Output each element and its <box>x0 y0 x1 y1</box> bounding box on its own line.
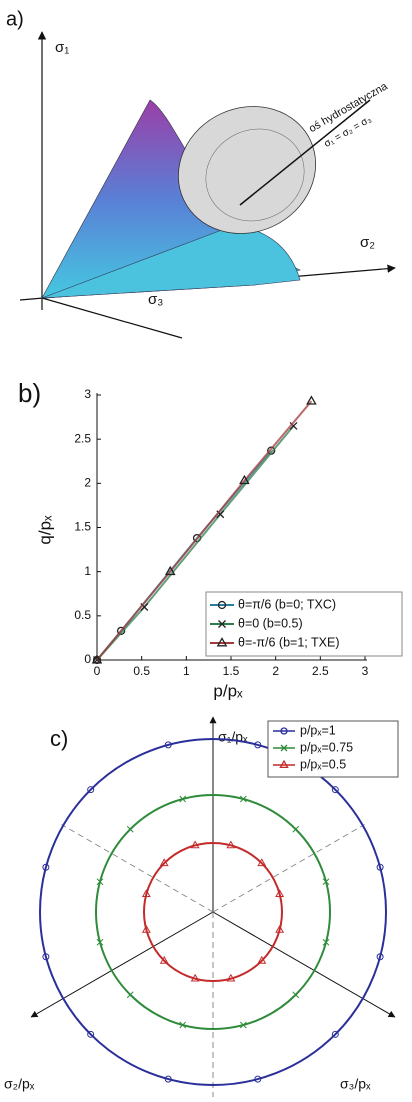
marker <box>87 786 95 794</box>
marker <box>141 889 151 898</box>
marker <box>164 741 172 749</box>
marker <box>164 1075 172 1083</box>
x-tick-label: 1 <box>183 664 190 678</box>
marker <box>376 863 384 871</box>
marker <box>239 474 250 485</box>
marker <box>289 421 298 430</box>
y-tick-label: 1.5 <box>74 520 91 534</box>
marker <box>331 786 339 794</box>
y-axis-label: q/pₓ <box>35 515 54 545</box>
y-tick-label: 1 <box>84 564 91 578</box>
marker <box>306 395 317 405</box>
y-tick-label: 2 <box>84 476 91 490</box>
panel-b: b) p/pₓ q/pₓ 0 0.5 1 1.5 2 2.5 3 0 0.5 1 1.5 2 2.5 3 θ… <box>18 378 403 700</box>
marker <box>96 878 104 886</box>
marker <box>216 637 228 647</box>
x-tick-label: 0.5 <box>133 664 150 678</box>
marker <box>217 600 227 610</box>
panel-label: b) <box>18 378 41 408</box>
marker <box>96 938 104 946</box>
axis-label: σ₁ <box>55 39 69 56</box>
polar-curve <box>95 794 331 1030</box>
marker <box>322 938 330 946</box>
marker <box>279 759 289 769</box>
axis-label: σ₃ <box>148 291 163 308</box>
marker <box>91 654 103 664</box>
x-tick-label: 0 <box>94 664 101 678</box>
x-tick-label: 2.5 <box>312 664 329 678</box>
series-line <box>96 400 313 661</box>
marker <box>239 795 247 803</box>
marker <box>292 991 300 999</box>
panel-label: c) <box>50 726 68 751</box>
legend-label: p/pₓ=0.75 <box>300 740 353 754</box>
mesh <box>205 128 305 222</box>
axis-label: σ₃/pₓ <box>340 1076 371 1092</box>
marker <box>275 889 285 898</box>
y-tick-label: 0 <box>84 652 91 666</box>
y-tick-label: 3 <box>84 387 91 401</box>
hydrostatic-axis <box>239 99 371 206</box>
series-line <box>96 425 295 661</box>
legend-label: p/pₓ=1 <box>300 723 336 737</box>
x-tick-label: 2 <box>272 664 279 678</box>
legend-label: p/pₓ=0.5 <box>300 757 346 771</box>
marker <box>87 1030 95 1038</box>
x-tick-label: 3 <box>362 664 369 678</box>
marker <box>292 825 300 833</box>
axis-label: σ₂/pₓ <box>4 1076 35 1092</box>
polar-curve <box>39 738 387 1086</box>
guide-line <box>61 824 214 913</box>
marker <box>141 924 151 933</box>
marker <box>126 991 134 999</box>
marker <box>226 840 236 849</box>
legend-label: θ=π/6 (b=0; TXC) <box>238 597 336 611</box>
x-tick-label: 1.5 <box>223 664 240 678</box>
axis-label: σ₂ <box>360 234 375 251</box>
axis <box>41 297 183 339</box>
polar-curve <box>143 842 283 982</box>
marker <box>42 953 50 961</box>
marker <box>190 973 200 982</box>
marker <box>275 924 285 933</box>
marker <box>226 973 236 982</box>
marker <box>254 741 262 749</box>
marker <box>164 565 176 576</box>
y-tick-label: 2.5 <box>74 431 91 445</box>
axis <box>212 911 396 1018</box>
marker <box>254 1075 262 1083</box>
legend-box <box>205 591 403 657</box>
panel-label: a) <box>6 8 24 30</box>
y-tick-label: 0.5 <box>74 608 91 622</box>
marker <box>126 825 134 833</box>
marker <box>280 727 288 735</box>
marker <box>179 795 187 803</box>
marker <box>280 744 288 752</box>
panel-a: a) σ₁ σ₂ σ₃ oś hydrostatyczna σ₁ = σ₂ = … <box>6 8 396 339</box>
marker <box>239 1021 247 1029</box>
marker <box>179 1021 187 1029</box>
marker <box>42 863 50 871</box>
guide-line <box>212 824 365 913</box>
marker <box>257 858 267 867</box>
x-axis-label: p/pₓ <box>213 681 243 700</box>
legend-label: θ=-π/6 (b=1; TXE) <box>238 635 340 649</box>
marker <box>159 858 169 867</box>
panel-c: c) σ₁/pₓ σ₂/pₓ σ₃/pₓ p/pₓ=1p/pₓ=0.75p/pₓ… <box>4 716 399 1097</box>
marker <box>257 955 267 964</box>
marker <box>322 878 330 886</box>
marker <box>159 955 169 964</box>
marker <box>376 953 384 961</box>
legend-label: θ=0 (b=0.5) <box>238 616 303 630</box>
marker <box>331 1030 339 1038</box>
marker <box>218 620 226 628</box>
marker <box>190 840 200 849</box>
axis <box>30 911 214 1018</box>
